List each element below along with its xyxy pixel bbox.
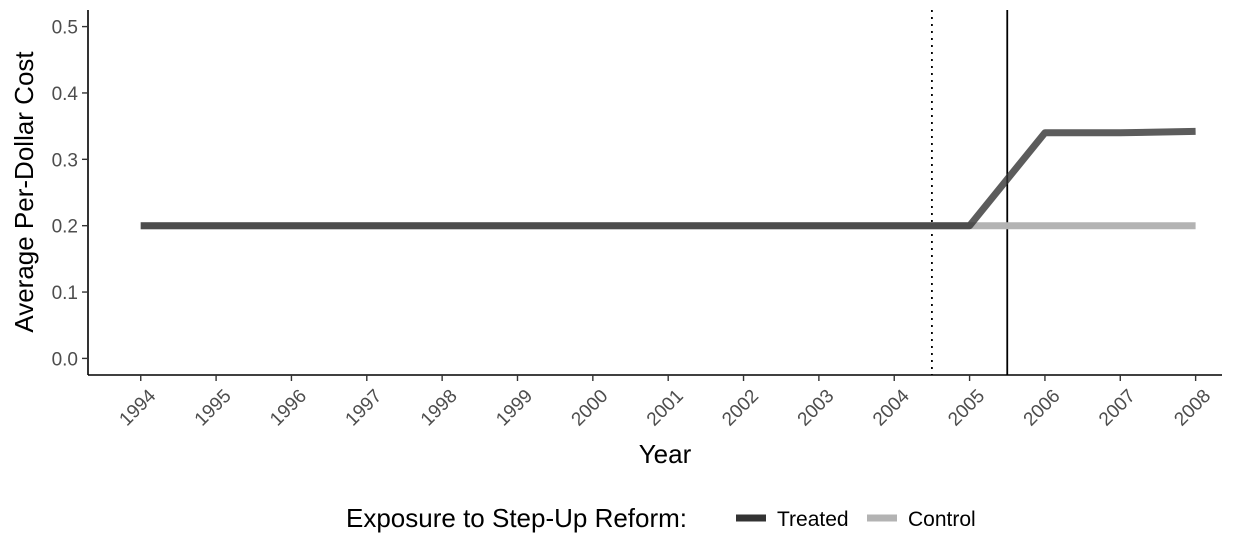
legend: Exposure to Step-Up Reform: Treated Cont… bbox=[346, 503, 976, 533]
reference-lines bbox=[931, 10, 1009, 375]
x-tick-label: 1997 bbox=[342, 386, 387, 431]
y-ticks: 0.0 0.1 0.2 0.3 0.4 0.5 bbox=[52, 18, 88, 370]
series-lines bbox=[140, 127, 1196, 230]
x-tick-label: 2008 bbox=[1170, 386, 1215, 431]
x-tick-label: 2002 bbox=[718, 386, 763, 431]
x-tick-label: 1999 bbox=[492, 386, 537, 431]
y-axis-title: Average Per-Dollar Cost bbox=[9, 51, 39, 333]
y-tick-label: 0.3 bbox=[52, 150, 78, 171]
legend-label-treated: Treated bbox=[777, 508, 849, 531]
y-tick-label: 0.0 bbox=[52, 349, 78, 370]
x-tick-label: 2001 bbox=[643, 386, 688, 431]
x-tick-label: 1995 bbox=[191, 386, 236, 431]
x-tick-label: 2000 bbox=[568, 386, 613, 431]
x-tick-label: 1996 bbox=[266, 386, 311, 431]
x-tick-label: 2003 bbox=[794, 386, 839, 431]
series-line-treated bbox=[140, 127, 1196, 230]
axes bbox=[87, 10, 1222, 376]
y-tick-label: 0.5 bbox=[52, 18, 78, 39]
y-tick-label: 0.4 bbox=[52, 84, 79, 105]
x-ticks: 1994 1995 1996 1997 1998 1999 2000 2001 2002 2003… bbox=[116, 375, 1215, 431]
x-tick-label: 1994 bbox=[116, 385, 161, 430]
x-tick-label: 1998 bbox=[417, 386, 462, 431]
x-tick-label: 2005 bbox=[944, 386, 989, 431]
y-tick-label: 0.1 bbox=[52, 283, 78, 304]
legend-label-control: Control bbox=[908, 508, 976, 531]
y-tick-label: 0.2 bbox=[52, 217, 78, 238]
x-tick-label: 2004 bbox=[869, 385, 914, 430]
x-tick-label: 2007 bbox=[1095, 386, 1140, 431]
x-tick-label: 2006 bbox=[1020, 386, 1065, 431]
legend-title: Exposure to Step-Up Reform: bbox=[346, 503, 687, 533]
x-axis-title: Year bbox=[639, 439, 692, 469]
